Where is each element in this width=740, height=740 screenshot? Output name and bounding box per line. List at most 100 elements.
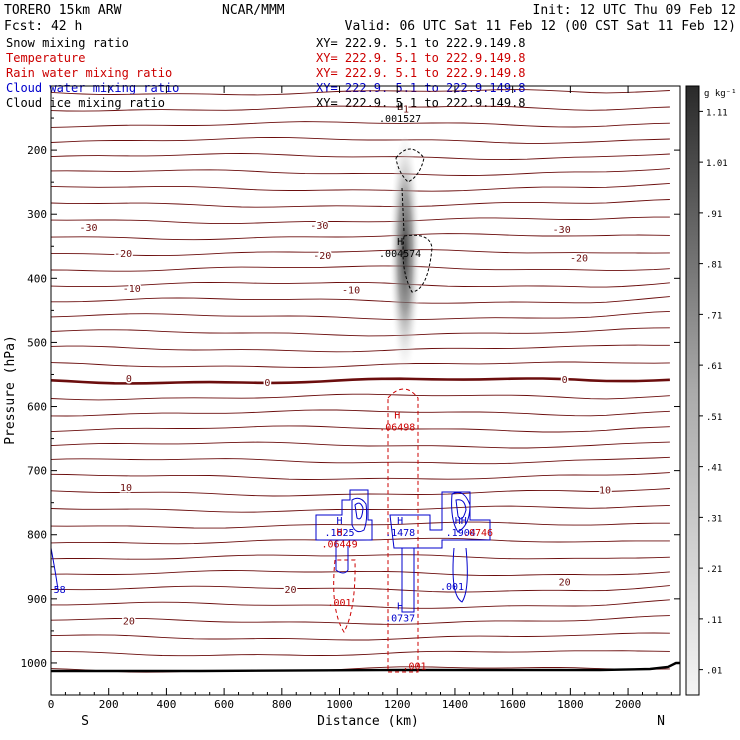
- isotherm-line: [51, 153, 670, 161]
- extremum-value-label: .06498: [379, 422, 415, 433]
- isotherm-line: [51, 570, 670, 576]
- y-tick-label: 800: [27, 529, 47, 542]
- isotherm-line: [51, 121, 670, 128]
- contour-label-layer: -30 -30 -30-20 -20 -20-10 -100 0 010 10202020-1H…: [54, 102, 613, 672]
- colorbar-label: 1.01: [706, 159, 728, 169]
- init-time: Init: 12 UTC Thu 09 Feb 12: [533, 3, 737, 18]
- colorbar-label: .61: [706, 362, 722, 372]
- legend-label-snow: Snow mixing ratio: [6, 36, 129, 50]
- extremum-value-label: .0746: [463, 528, 493, 539]
- y-tick-label: 600: [27, 401, 47, 414]
- cloud-water-contours: [51, 489, 491, 613]
- isotherm-label: -10: [342, 286, 360, 297]
- y-tick-label: 1000: [21, 657, 48, 670]
- colorbar-label: .01: [706, 667, 722, 677]
- extremum-marker: H: [394, 410, 400, 421]
- isotherm-line: [51, 615, 670, 625]
- rain-contour-left: [333, 559, 356, 633]
- legend-label-rain: Rain water mixing ratio: [6, 66, 172, 80]
- x-tick-label: 200: [99, 698, 119, 711]
- model-title: TORERO 15km ARW: [4, 3, 122, 18]
- legend-label-cloud-ice: Cloud ice mixing ratio: [6, 96, 165, 110]
- isotherm-line: [51, 393, 670, 401]
- isotherm-line: [51, 456, 670, 465]
- colorbar-label: .31: [706, 514, 722, 524]
- colorbar-label: .81: [706, 261, 722, 271]
- rain-contour-core: [387, 388, 419, 673]
- x-tick-label: 1400: [442, 698, 469, 711]
- extremum-value-label: .004574: [379, 249, 421, 260]
- isotherm-line: [51, 296, 670, 304]
- colorbar-label: .71: [706, 311, 722, 321]
- extremum-value-label: .1478: [385, 528, 415, 539]
- x-tick-label: 400: [156, 698, 176, 711]
- extremum-marker: H: [397, 601, 403, 612]
- x-tick-label: 0: [48, 698, 55, 711]
- isotherm-line: [51, 488, 670, 497]
- isotherm-line: [51, 136, 670, 144]
- colorbar-label: .11: [706, 616, 722, 626]
- isotherm-line: [51, 521, 670, 529]
- isotherm-label: -10: [123, 284, 141, 295]
- isotherm-line: [51, 425, 670, 433]
- isotherm-line: [51, 585, 670, 593]
- legend-label-cloud-water: Cloud water mixing ratio: [6, 81, 179, 95]
- extremum-value-label: 58: [54, 585, 66, 596]
- isotherm-line: [51, 409, 670, 417]
- endpoint-north: N: [657, 714, 665, 729]
- extremum-value-label: .001: [440, 582, 464, 593]
- x-axis-label: Distance (km): [317, 714, 419, 729]
- legend-xy-rain: XY= 222.9. 5.1 to 222.9.149.8: [316, 66, 526, 80]
- isotherm-line: [51, 281, 670, 288]
- isotherm-label: -20: [570, 254, 588, 265]
- terrain-surface-line: [51, 661, 680, 673]
- isotherm-label: 20: [123, 616, 135, 627]
- plot-frame: [50, 85, 681, 696]
- isotherm-line: [51, 537, 670, 545]
- legend-block: Snow mixing ratio XY= 222.9. 5.1 to 222.…: [6, 36, 526, 110]
- x-tick-label: 2000: [615, 698, 642, 711]
- isotherm-line: [51, 216, 670, 225]
- extremum-marker: H: [397, 237, 403, 248]
- colorbar-unit: g kg⁻¹: [704, 89, 737, 99]
- isotherm-line: [51, 361, 670, 368]
- legend-xy-temperature: XY= 222.9. 5.1 to 222.9.149.8: [316, 51, 526, 65]
- producer-title: NCAR/MMM: [222, 3, 285, 18]
- isotherm-label: 0: [562, 375, 568, 386]
- legend-xy-cloud-ice: XY= 222.9. 5.1 to 222.9.149.8: [316, 96, 526, 110]
- isotherm-line: [51, 265, 670, 272]
- isotherm-line: [51, 344, 670, 353]
- isotherm-line: [51, 182, 670, 192]
- isotherm-line: [51, 632, 670, 641]
- isotherm-line: [51, 168, 670, 176]
- isotherm-line: [51, 441, 670, 449]
- colorbar-ticks: .01 .11 .21 .31 .41 .51 .61 .71 .81 .91 1.01 1.11: [699, 108, 728, 677]
- colorbar-label: .91: [706, 210, 722, 220]
- isotherm-line: [51, 233, 670, 241]
- y-tick-label: 300: [27, 208, 47, 221]
- y-tick-label: 200: [27, 144, 47, 157]
- isotherm-label: -20: [313, 251, 331, 262]
- x-tick-label: 800: [272, 698, 292, 711]
- isotherm-label: 20: [284, 585, 296, 596]
- endpoint-south: S: [81, 714, 89, 729]
- extremum-value-label: .001527: [379, 114, 421, 125]
- y-tick-label: 700: [27, 465, 47, 478]
- isotherm-label: 10: [120, 483, 132, 494]
- isotherm-line: [51, 89, 670, 96]
- forecast-hour: Fcst: 42 h: [4, 19, 82, 34]
- isotherm-label: -30: [553, 225, 571, 236]
- extremum-value-label: .0737: [385, 613, 415, 624]
- y-tick-label: 400: [27, 272, 47, 285]
- isotherm-layer: [51, 89, 670, 673]
- isotherm-line: [51, 105, 670, 112]
- isotherm-line: [51, 554, 670, 560]
- y-tick-label: 900: [27, 593, 47, 606]
- isotherm-label: 20: [559, 577, 571, 588]
- isotherm-line: [51, 472, 670, 480]
- y-axis-label: Pressure (hPa): [3, 335, 18, 445]
- isotherm-label: -30: [79, 223, 97, 234]
- isotherm-line: [51, 599, 670, 609]
